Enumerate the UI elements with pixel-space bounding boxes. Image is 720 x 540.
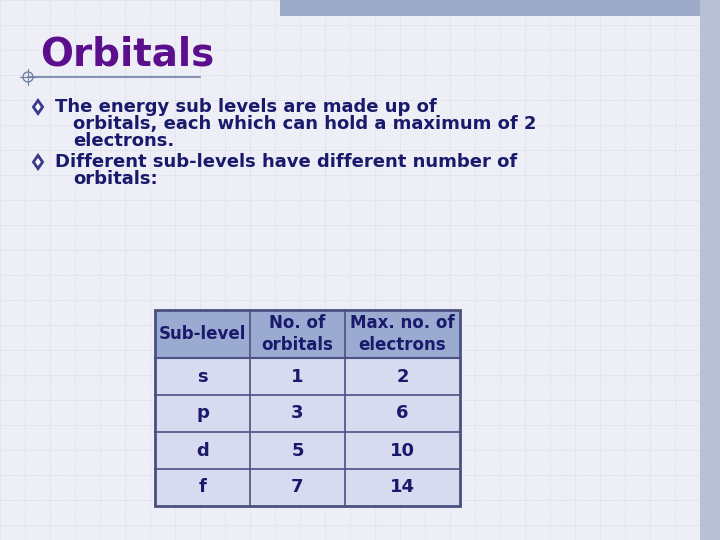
Polygon shape [35,103,41,111]
Polygon shape [35,158,41,166]
Text: 10: 10 [390,442,415,460]
FancyBboxPatch shape [700,0,720,540]
FancyBboxPatch shape [155,432,460,469]
Text: No. of
orbitals: No. of orbitals [261,314,333,354]
Text: orbitals, each which can hold a maximum of 2: orbitals, each which can hold a maximum … [73,115,536,133]
Text: p: p [196,404,209,422]
Text: orbitals:: orbitals: [73,170,158,188]
Text: s: s [197,368,208,386]
Text: The energy sub levels are made up of: The energy sub levels are made up of [55,98,437,116]
Polygon shape [32,153,45,171]
Text: 6: 6 [396,404,409,422]
Text: d: d [196,442,209,460]
Text: 5: 5 [292,442,304,460]
Text: Max. no. of
electrons: Max. no. of electrons [350,314,455,354]
Text: 1: 1 [292,368,304,386]
Polygon shape [32,98,45,116]
FancyBboxPatch shape [280,0,700,16]
FancyBboxPatch shape [155,469,460,506]
Text: 7: 7 [292,478,304,496]
Text: 2: 2 [396,368,409,386]
FancyBboxPatch shape [155,310,460,358]
FancyBboxPatch shape [155,395,460,432]
Text: Different sub-levels have different number of: Different sub-levels have different numb… [55,153,517,171]
Text: Sub-level: Sub-level [159,325,246,343]
Text: 14: 14 [390,478,415,496]
FancyBboxPatch shape [155,358,460,395]
Text: 3: 3 [292,404,304,422]
Text: Orbitals: Orbitals [40,36,215,74]
Text: electrons.: electrons. [73,132,174,150]
Text: f: f [199,478,207,496]
